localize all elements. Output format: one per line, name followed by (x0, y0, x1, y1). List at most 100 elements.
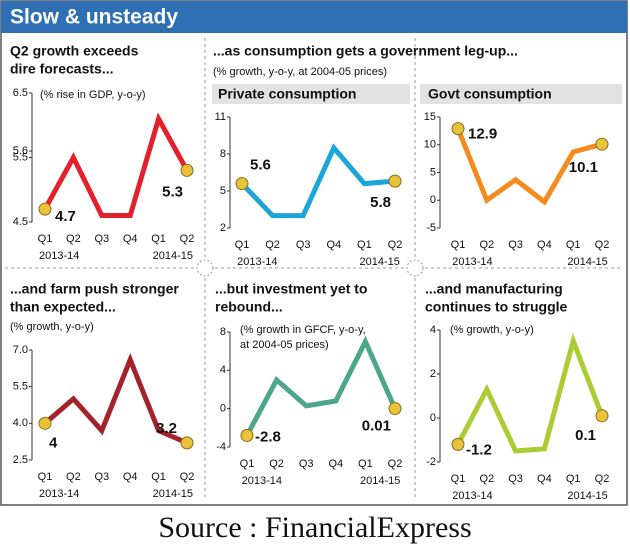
chart-title: Q2 growth exceeds (10, 43, 139, 59)
x-tick-label: Q2 (479, 239, 494, 251)
chart-subtitle: at 2004-05 prices) (240, 339, 329, 351)
x-tick-label: Q4 (328, 458, 343, 470)
chart-subtitle: (% growth, y-o-y) (450, 324, 534, 336)
y-tick-label: -4 (216, 441, 226, 453)
y-tick-label: 4.0 (13, 417, 28, 429)
x-tick-label: Q4 (123, 471, 138, 483)
data-line (240, 143, 396, 219)
y-tick-label: 5 (430, 166, 436, 178)
x-tick-label: Q1 (235, 239, 250, 251)
header-bar (1, 1, 627, 33)
data-point (595, 137, 609, 151)
source: Source : FinancialExpress (158, 511, 471, 544)
x-group-label: 2014-15 (153, 250, 193, 262)
y-tick-label: 5 (220, 185, 226, 197)
chart-subtitle: (% growth, y-o-y) (10, 321, 94, 333)
x-group-label: 2013-14 (452, 490, 492, 502)
chart-title: than expected... (10, 299, 116, 315)
y-tick-label: 5.5 (13, 151, 28, 163)
data-label: 5.3 (162, 183, 183, 200)
data-point (388, 402, 402, 416)
data-point (388, 174, 402, 188)
x-tick-label: Q1 (38, 471, 53, 483)
data-label: 5.6 (250, 157, 271, 174)
x-tick-label: Q1 (451, 473, 466, 485)
x-tick-label: Q3 (508, 473, 523, 485)
data-label: 4.7 (55, 208, 76, 225)
chart-title: rebound... (215, 299, 283, 315)
x-tick-label: Q4 (537, 473, 552, 485)
x-tick-label: Q1 (566, 239, 581, 251)
x-group-label: 2014-15 (567, 490, 607, 502)
y-tick-label: 0 (220, 403, 226, 415)
data-label: 0.1 (575, 427, 596, 444)
x-tick-label: Q2 (269, 458, 284, 470)
x-tick-label: Q4 (123, 233, 138, 245)
data-point (451, 122, 465, 136)
x-tick-label: Q1 (451, 239, 466, 251)
divider-node (196, 259, 214, 277)
y-tick-label: 11 (215, 111, 226, 123)
data-label: 5.8 (370, 194, 391, 211)
x-tick-label: Q1 (151, 471, 166, 483)
data-point (595, 409, 609, 423)
y-tick-label: 8 (220, 326, 226, 338)
header-title: Slow & unsteady (10, 6, 178, 29)
section-subtitle: (% growth, y-o-y, at 2004-05 prices) (213, 66, 387, 78)
chart-title: Govt consumption (428, 86, 552, 102)
x-tick-label: Q4 (537, 239, 552, 251)
chart-subtitle: (% growth in GFCF, y-o-y, (240, 324, 366, 336)
x-tick-label: Q2 (66, 471, 81, 483)
x-group-label: 2014-15 (360, 256, 400, 268)
chart-title: dire forecasts... (10, 61, 114, 77)
data-label: 10.1 (569, 159, 598, 176)
data-line (43, 353, 188, 446)
chart-subtitle: (% rise in GDP, y-o-y) (40, 89, 146, 101)
x-tick-label: Q1 (151, 233, 166, 245)
x-tick-label: Q1 (240, 458, 255, 470)
data-label: -2.8 (255, 428, 281, 445)
x-tick-label: Q3 (94, 471, 109, 483)
data-line (42, 112, 190, 219)
data-label: -1.2 (466, 441, 492, 458)
data-label: 3.2 (156, 420, 177, 437)
x-group-label: 2013-14 (242, 475, 282, 487)
chart-title: continues to struggle (425, 299, 568, 315)
y-tick-label: -5 (426, 222, 436, 234)
y-tick-label: 2 (430, 368, 436, 380)
y-tick-label: 5.6 (13, 145, 28, 157)
x-tick-label: Q2 (595, 239, 610, 251)
x-tick-label: Q3 (508, 239, 523, 251)
data-point (240, 429, 254, 442)
y-tick-label: 4.5 (13, 216, 28, 228)
x-tick-label: Q3 (296, 239, 311, 251)
y-tick-label: 15 (424, 111, 436, 123)
x-tick-label: Q2 (388, 239, 403, 251)
panel-header (212, 84, 410, 104)
x-tick-label: Q2 (595, 473, 610, 485)
data-label: 0.01 (362, 418, 391, 435)
x-group-label: 2013-14 (39, 488, 79, 500)
x-tick-label: Q1 (38, 233, 53, 245)
data-point (38, 202, 52, 216)
y-tick-label: 5.5 (13, 381, 28, 393)
data-point (235, 177, 249, 191)
section-heading: ...as consumption gets a government leg-… (213, 43, 518, 59)
y-tick-label: 10 (424, 139, 436, 151)
x-group-label: 2013-14 (237, 256, 277, 268)
y-tick-label: 2.5 (13, 454, 28, 466)
x-tick-label: Q1 (357, 239, 372, 251)
panel-header (420, 84, 622, 104)
data-point (180, 436, 194, 450)
chart-title: ...and farm push stronger (10, 281, 179, 297)
data-line (455, 332, 605, 454)
chart-title: ...and manufacturing (425, 281, 563, 297)
y-tick-label: 6.5 (13, 87, 28, 99)
x-group-label: 2014-15 (153, 488, 193, 500)
x-tick-label: Q2 (66, 233, 81, 245)
x-tick-label: Q1 (566, 473, 581, 485)
x-tick-label: Q1 (358, 458, 373, 470)
y-tick-label: 0 (430, 194, 436, 206)
x-group-label: 2013-14 (39, 250, 79, 262)
